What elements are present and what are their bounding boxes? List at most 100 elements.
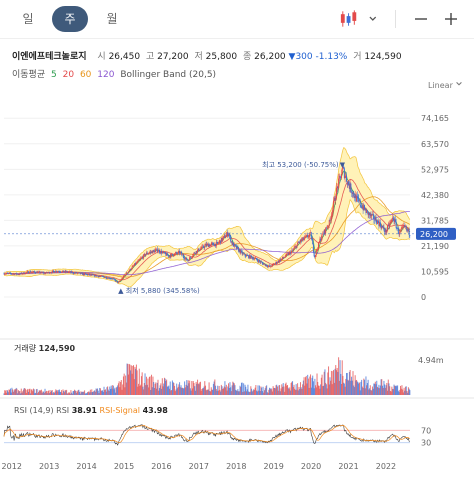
candle-body <box>76 272 78 274</box>
candle-body <box>363 205 365 210</box>
candle-body <box>103 276 105 278</box>
volume-axis-tick: 4.94m <box>418 356 444 365</box>
volume-bar <box>298 386 300 395</box>
candle-body <box>48 271 50 273</box>
candle-body <box>42 272 44 274</box>
candle-body <box>169 255 171 257</box>
volume-bar <box>133 365 135 395</box>
volume-bar <box>289 390 291 395</box>
volume-bar <box>12 389 14 395</box>
candle-body <box>339 176 341 177</box>
candle-body <box>24 273 26 275</box>
volume-bar <box>104 389 106 395</box>
indicator-legend[interactable]: 이동평균 5 20 60 120 Bollinger Band (20,5) <box>12 67 219 80</box>
volume-bar <box>11 387 13 395</box>
candle-body <box>392 217 394 219</box>
candle-body <box>169 255 171 258</box>
candle-body <box>71 272 73 273</box>
candle-body <box>113 278 115 280</box>
volume-bar <box>318 385 320 395</box>
volume-bar <box>84 390 86 395</box>
volume-bar <box>174 391 176 395</box>
volume-bar <box>110 385 112 395</box>
candle-body <box>405 226 407 230</box>
candle-body <box>283 257 285 259</box>
volume-bar <box>15 389 17 395</box>
candle-body <box>407 229 409 232</box>
candle-body <box>83 273 85 275</box>
candle-body <box>215 243 217 247</box>
candle-body <box>202 245 204 247</box>
chart-canvas[interactable]: 74,165 63,570 52,975 42,380 31,785 21,190 10,5… <box>0 95 474 482</box>
candle-body <box>233 244 235 247</box>
candle-body <box>110 278 112 280</box>
tab-day[interactable]: 일 <box>22 12 34 26</box>
candle-body <box>383 226 385 231</box>
tab-month[interactable]: 월 <box>106 12 118 26</box>
candle-body <box>391 218 393 221</box>
candle-body <box>200 248 202 249</box>
candle-body <box>367 211 369 216</box>
volume-bar <box>360 381 362 395</box>
candle-body <box>230 235 232 242</box>
volume-bar <box>154 383 156 395</box>
candle-body <box>57 271 59 272</box>
candle-body <box>158 249 160 252</box>
candle-body <box>67 272 69 273</box>
volume-bar <box>304 385 306 395</box>
candle-body <box>187 260 189 261</box>
volume-bar <box>247 384 249 395</box>
candle-body <box>194 252 196 254</box>
volume-bar <box>14 389 16 395</box>
candle-body <box>98 276 100 277</box>
candle-body <box>13 273 15 275</box>
candle-body <box>261 262 263 264</box>
candle-body <box>79 272 81 274</box>
volume-bar <box>357 382 359 395</box>
candle-body <box>241 251 243 255</box>
volume-bar <box>315 385 317 395</box>
volume-bar <box>256 390 258 395</box>
volume-bar <box>341 360 343 395</box>
volume-bar <box>177 386 179 395</box>
candle-body <box>22 272 24 274</box>
candle-body <box>362 206 364 210</box>
volume-bar <box>40 390 42 395</box>
volume-bar <box>38 390 40 395</box>
candle-body <box>317 242 319 249</box>
candle-body <box>208 244 210 247</box>
volume-bar <box>401 385 403 395</box>
volume-bar <box>215 385 217 395</box>
ma-label: 이동평균 <box>12 70 46 80</box>
candle-body <box>276 262 278 264</box>
candle-body <box>274 263 276 265</box>
price-candles <box>3 163 411 284</box>
zoom-in-button[interactable] <box>436 6 466 32</box>
candle-body <box>136 262 138 263</box>
high-annotation: 최고 53,200 (-50.75%) <box>262 160 339 169</box>
scale-selector[interactable]: Linear <box>428 80 463 90</box>
volume-bar <box>130 365 132 395</box>
volume-bar <box>3 393 5 395</box>
candle-body <box>361 206 363 209</box>
candle-body <box>316 249 318 251</box>
volume-bar <box>43 391 45 395</box>
volume-bar <box>43 392 45 395</box>
price-axis-tick: 74,165 <box>421 114 449 123</box>
volume-bar <box>61 390 63 395</box>
volume-bar <box>405 386 407 395</box>
tab-week[interactable]: 주 <box>52 6 88 32</box>
candle-body <box>89 274 91 276</box>
candle-body <box>220 240 222 243</box>
candle-body <box>356 196 358 202</box>
volume-bar <box>287 387 289 395</box>
bollinger-lower-line <box>3 198 411 288</box>
volume-bar <box>50 390 52 395</box>
candle-body <box>398 233 400 235</box>
zoom-out-button[interactable] <box>406 6 436 32</box>
volume-bar <box>271 389 273 395</box>
chart-type-button[interactable] <box>338 6 378 32</box>
volume-bar <box>159 385 161 395</box>
volume-bar <box>251 388 253 395</box>
rsi-axis-tick: 70 <box>421 426 431 435</box>
